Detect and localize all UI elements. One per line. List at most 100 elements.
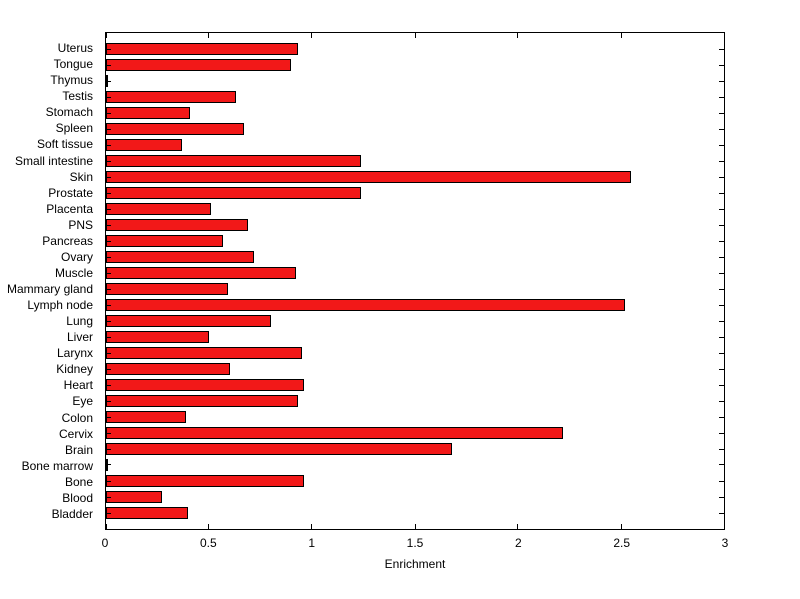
y-tick-mark	[719, 496, 724, 498]
y-tick-mark	[719, 64, 724, 66]
y-tick-mark	[106, 368, 111, 370]
x-tick-mark	[105, 524, 107, 529]
y-tick-mark	[106, 224, 111, 226]
y-tick-mark	[106, 512, 111, 514]
y-tick-label: Cervix	[58, 426, 93, 441]
y-tick-mark	[106, 80, 111, 82]
bar-mammary-gland	[106, 283, 228, 295]
y-tick-mark	[719, 128, 724, 130]
bar-uterus	[106, 43, 298, 55]
x-tick-label: 0.5	[199, 536, 217, 550]
bar-muscle	[106, 267, 296, 279]
y-tick-label: Stomach	[45, 105, 93, 120]
y-tick-mark	[719, 176, 724, 178]
y-tick-label: Tongue	[53, 57, 93, 72]
y-tick-mark	[719, 288, 724, 290]
y-tick-label: PNS	[68, 217, 93, 232]
x-tick-mark	[414, 33, 416, 38]
y-tick-label: Placenta	[46, 201, 93, 216]
bar-colon	[106, 411, 187, 423]
y-tick-mark	[719, 400, 724, 402]
bar-cervix	[106, 427, 564, 439]
y-tick-mark	[106, 240, 111, 242]
bar-brain	[106, 443, 453, 455]
x-axis-label: Enrichment	[384, 557, 446, 571]
y-tick-mark	[719, 208, 724, 210]
y-tick-mark	[719, 320, 724, 322]
y-tick-mark	[106, 256, 111, 258]
y-tick-mark	[106, 208, 111, 210]
y-tick-label: Soft tissue	[36, 137, 93, 152]
x-tick-label: 3	[721, 536, 729, 550]
y-tick-mark	[106, 336, 111, 338]
y-tick-mark	[106, 464, 111, 466]
y-tick-mark	[719, 272, 724, 274]
bar-ovary	[106, 251, 255, 263]
y-tick-mark	[719, 48, 724, 50]
x-tick-mark	[208, 33, 210, 38]
y-tick-mark	[106, 416, 111, 418]
y-tick-mark	[719, 80, 724, 82]
y-tick-mark	[106, 400, 111, 402]
y-tick-mark	[106, 144, 111, 146]
y-tick-mark	[719, 112, 724, 114]
y-tick-mark	[719, 352, 724, 354]
x-tick-mark	[414, 524, 416, 529]
x-tick-mark	[517, 33, 519, 38]
y-tick-label: Skin	[69, 169, 93, 184]
y-tick-label: Bladder	[51, 506, 93, 521]
bar-skin	[106, 171, 632, 183]
y-tick-label: Kidney	[56, 362, 93, 377]
y-tick-label: Thymus	[50, 73, 93, 88]
y-tick-mark	[106, 128, 111, 130]
y-tick-label: Muscle	[54, 265, 93, 280]
y-tick-mark	[719, 384, 724, 386]
x-tick-label: 0	[101, 536, 109, 550]
y-tick-mark	[106, 272, 111, 274]
x-tick-mark	[517, 524, 519, 529]
y-tick-mark	[719, 144, 724, 146]
y-axis-tick-labels: Uterus Tongue Thymus Testis Stomach Spleen Sof…	[0, 32, 100, 530]
bar-liver	[106, 331, 209, 343]
bar-stomach	[106, 107, 191, 119]
bar-spleen	[106, 123, 245, 135]
y-tick-label: Bone marrow	[21, 458, 93, 473]
y-tick-mark	[106, 480, 111, 482]
y-tick-mark	[719, 224, 724, 226]
y-tick-mark	[719, 368, 724, 370]
y-tick-mark	[719, 160, 724, 162]
x-tick-label: 1	[308, 536, 315, 550]
y-tick-label: Mammary gland	[6, 282, 93, 297]
y-tick-mark	[106, 160, 111, 162]
y-tick-label: Uterus	[57, 41, 93, 56]
y-tick-label: Heart	[63, 378, 93, 393]
y-tick-mark	[106, 384, 111, 386]
y-tick-mark	[106, 64, 111, 66]
bar-placenta	[106, 203, 212, 215]
plot-area	[105, 32, 725, 530]
y-tick-mark	[106, 96, 111, 98]
y-tick-label: Lymph node	[27, 298, 93, 313]
x-tick-label: 2	[514, 536, 522, 550]
y-tick-label: Small intestine	[14, 153, 93, 168]
y-tick-mark	[106, 48, 111, 50]
y-tick-mark	[106, 288, 111, 290]
y-tick-mark	[106, 496, 111, 498]
y-tick-label: Liver	[66, 330, 93, 345]
bar-bladder	[106, 507, 189, 519]
y-tick-mark	[106, 176, 111, 178]
y-tick-label: Brain	[64, 442, 93, 457]
y-tick-mark	[719, 336, 724, 338]
bar-small-intestine	[106, 155, 362, 167]
y-tick-label: Pancreas	[42, 233, 93, 248]
x-axis-tick-labels: 0 0.5 1 1.5 2 2.5 3	[101, 536, 729, 551]
bar-blood	[106, 491, 162, 503]
bar-tongue	[106, 59, 292, 71]
x-tick-mark	[208, 524, 210, 529]
bar-pancreas	[106, 235, 224, 247]
y-tick-label: Ovary	[60, 249, 93, 264]
bar-heart	[106, 379, 304, 391]
bar-soft-tissue	[106, 139, 183, 151]
y-tick-label: Bone	[64, 474, 93, 489]
